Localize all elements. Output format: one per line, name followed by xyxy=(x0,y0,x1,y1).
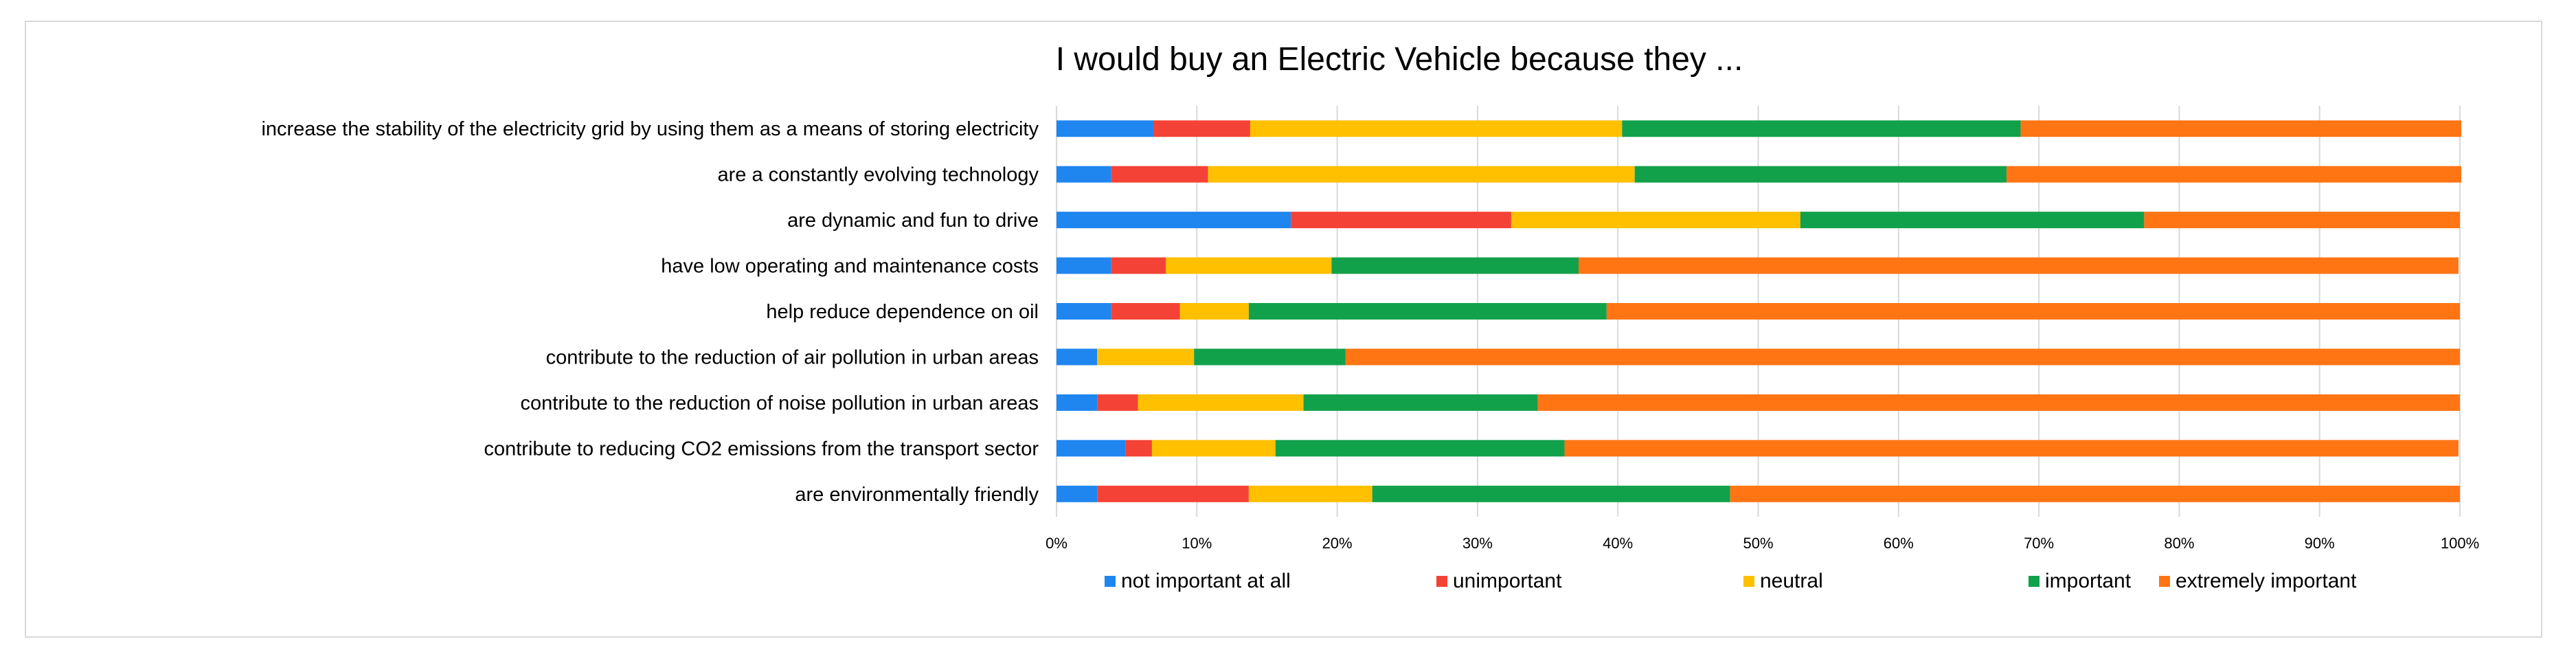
legend-swatch xyxy=(1105,576,1116,587)
x-tick-label: 70% xyxy=(2024,535,2054,552)
bar-segment xyxy=(1057,120,1153,137)
bar-segment xyxy=(1564,440,2459,457)
bar-segment xyxy=(1331,257,1579,274)
x-tick-label: 50% xyxy=(1743,535,1773,552)
legend: not important at all unimportant neutral im… xyxy=(1105,570,2357,592)
legend-swatch xyxy=(1743,576,1754,587)
bar-segment xyxy=(1800,212,2145,229)
legend-label: extremely important xyxy=(2176,570,2357,592)
bar-segment xyxy=(1138,394,1304,411)
category-label: are a constantly evolving technology xyxy=(717,164,1039,186)
bar-segment xyxy=(1208,166,1635,183)
legend-label: unimportant xyxy=(1453,570,1562,592)
bar-segment xyxy=(1622,120,2021,137)
category-label: contribute to the reduction of noise pol… xyxy=(521,392,1039,414)
bar-segment xyxy=(1372,485,1730,502)
bar-segment xyxy=(1578,257,2459,274)
bar-segment xyxy=(1097,394,1138,411)
bar-segment xyxy=(1151,440,1276,457)
category-label: are dynamic and fun to drive xyxy=(787,210,1039,232)
chart-frame: I would buy an Electric Vehicle because … xyxy=(25,21,2542,638)
bar-segment xyxy=(1057,166,1111,183)
category-label: have low operating and maintenance costs xyxy=(661,256,1039,278)
bar-segment xyxy=(1179,303,1249,320)
bar-segment xyxy=(2007,166,2462,183)
x-tick-labels: 0% 10% 20% 30% 40% 50% 60% 70% 80% 90% 100% xyxy=(1046,535,2479,552)
legend-label: important xyxy=(2045,570,2132,592)
category-label: help reduce dependence on oil xyxy=(766,301,1039,323)
bars xyxy=(1057,120,2462,502)
bar-segment xyxy=(1125,440,1152,457)
bar-segment xyxy=(1153,120,1250,137)
bar-segment xyxy=(1097,485,1249,502)
bar-segment xyxy=(1057,440,1126,457)
bar-segment xyxy=(2020,120,2462,137)
x-tick-label: 60% xyxy=(1884,535,1914,552)
bar-segment xyxy=(1111,166,1208,183)
bar-segment xyxy=(1248,303,1607,320)
bar-segment xyxy=(1057,212,1291,229)
legend-swatch xyxy=(2029,576,2040,587)
bar-segment xyxy=(1248,485,1372,502)
legend-swatch xyxy=(2159,576,2170,587)
bar-segment xyxy=(1097,348,1195,366)
bar-segment xyxy=(1057,257,1111,274)
bar-segment xyxy=(1250,120,1623,137)
bar-segment xyxy=(1634,166,2007,183)
x-tick-label: 100% xyxy=(2441,535,2479,552)
x-tick-label: 90% xyxy=(2305,535,2335,552)
x-tick-label: 80% xyxy=(2164,535,2194,552)
category-label: increase the stability of the electricit… xyxy=(261,118,1039,140)
bar-segment xyxy=(1057,485,1098,502)
x-tick-label: 20% xyxy=(1322,535,1353,552)
bar-segment xyxy=(1057,394,1098,411)
category-label: contribute to reducing CO2 emissions fro… xyxy=(484,438,1039,460)
category-label: are environmentally friendly xyxy=(795,484,1039,506)
bar-segment xyxy=(1194,348,1346,366)
bar-segment xyxy=(2144,212,2460,229)
bar-segment xyxy=(1275,440,1565,457)
category-labels: increase the stability of the electricit… xyxy=(261,118,1039,506)
legend-label: not important at all xyxy=(1121,570,1291,592)
bar-segment xyxy=(1345,348,2460,366)
bar-segment xyxy=(1511,212,1800,229)
bar-segment xyxy=(1303,394,1538,411)
bar-segment xyxy=(1537,394,2460,411)
bar-segment xyxy=(1111,303,1180,320)
legend-swatch xyxy=(1436,576,1447,587)
chart-title: I would buy an Electric Vehicle because … xyxy=(1056,41,1743,78)
bar-segment xyxy=(1057,303,1111,320)
chart-svg: I would buy an Electric Vehicle because … xyxy=(261,41,2479,592)
x-tick-label: 0% xyxy=(1046,535,1067,552)
x-tick-label: 10% xyxy=(1182,535,1212,552)
bar-segment xyxy=(1111,257,1166,274)
bar-segment xyxy=(1166,257,1332,274)
bar-segment xyxy=(1057,348,1098,366)
bar-segment xyxy=(1606,303,2460,320)
x-tick-label: 30% xyxy=(1462,535,1493,552)
legend-label: neutral xyxy=(1760,570,1823,592)
x-tick-label: 40% xyxy=(1603,535,1633,552)
bar-segment xyxy=(1291,212,1511,229)
category-label: contribute to the reduction of air pollu… xyxy=(546,346,1039,368)
bar-segment xyxy=(1730,485,2460,502)
